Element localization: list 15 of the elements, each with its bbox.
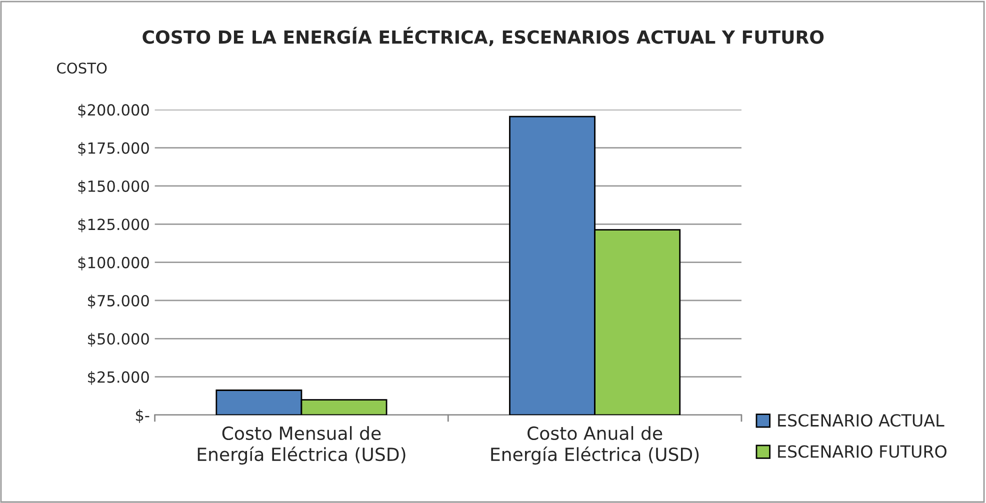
legend-label: ESCENARIO ACTUAL: [778, 414, 944, 427]
x-tick-label: Costo Anual de Energía Eléctrica (USD): [491, 426, 699, 465]
legend-label: ESCENARIO FUTURO: [778, 445, 946, 458]
y-tick-label: $25.000: [88, 371, 149, 385]
chart-title: COSTO DE LA ENERGÍA ELÉCTRICA, ESCENARIOS ACTUAL Y FUTURO: [142, 26, 824, 46]
y-tick-label: $-: [136, 409, 150, 424]
y-tick-label: $175.000: [78, 142, 149, 156]
y-tick-label: $125.000: [78, 218, 149, 232]
y-tick-label: $200.000: [78, 104, 149, 118]
y-tick-label: $75.000: [88, 294, 149, 309]
x-tick-label: Costo Mensual de Energía Eléctrica (USD): [198, 426, 406, 465]
y-axis-title: COSTO: [57, 62, 107, 74]
y-tick-label: $150.000: [78, 180, 149, 194]
y-tick-label: $50.000: [88, 332, 149, 347]
y-tick-label: $100.000: [78, 256, 149, 270]
